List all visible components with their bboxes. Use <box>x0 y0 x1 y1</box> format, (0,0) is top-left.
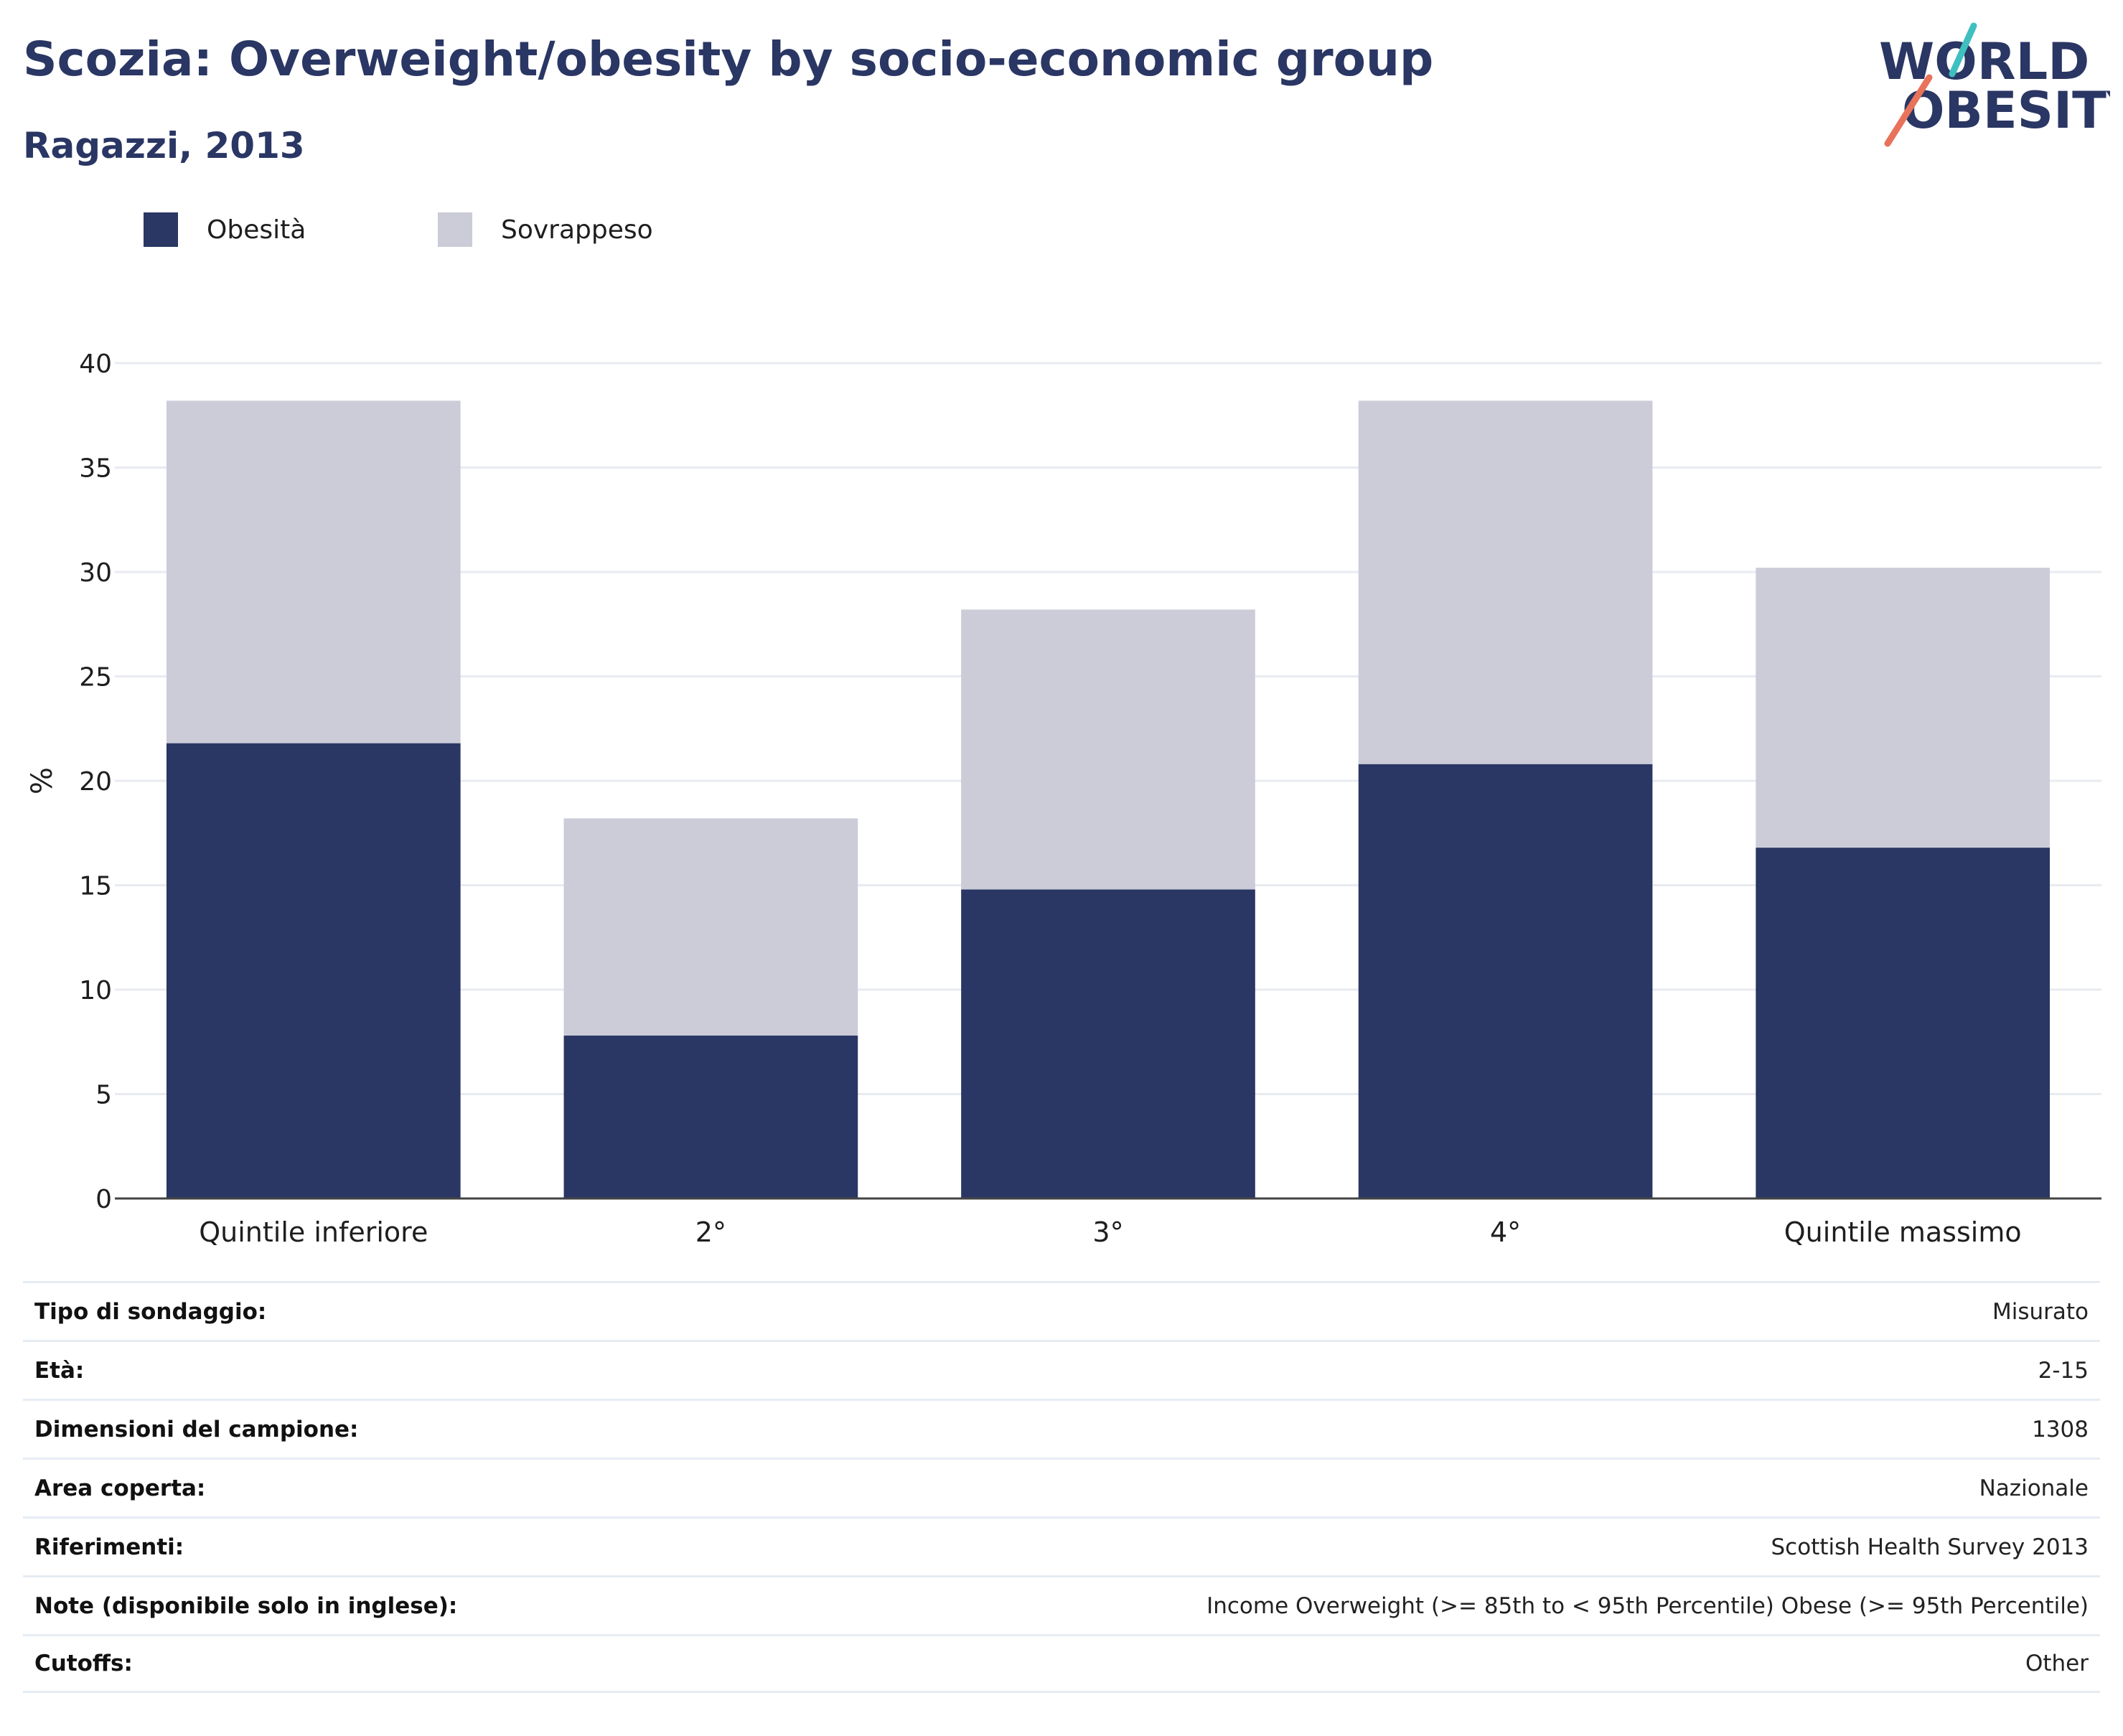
bar-overweight-3 <box>1358 400 1653 764</box>
x-tick-label-4: Quintile massimo <box>1784 1216 2022 1248</box>
details-row: Area coperta: Nazionale <box>23 1458 2100 1516</box>
legend-item-obesity[interactable]: Obesità <box>144 212 306 247</box>
y-tick-label-5: 5 <box>95 1081 112 1110</box>
details-row-value: Nazionale <box>1979 1475 2089 1501</box>
details-row-value: 2-15 <box>2038 1357 2089 1384</box>
y-tick-label-30: 30 <box>79 558 112 588</box>
bar-obesity-0 <box>166 743 461 1198</box>
details-row-label: Area coperta: <box>34 1475 206 1501</box>
x-tick-label-0: Quintile inferiore <box>199 1216 428 1248</box>
logo-slash-coral <box>1884 74 1933 147</box>
details-row-label: Tipo di sondaggio: <box>34 1298 267 1325</box>
legend-swatch-overweight <box>438 212 472 247</box>
bar-overweight-0 <box>166 400 461 743</box>
details-row: Età: 2-15 <box>23 1340 2100 1399</box>
bar-obesity-1 <box>563 1036 858 1198</box>
legend-item-overweight[interactable]: Sovrappeso <box>438 212 653 247</box>
details-row-label: Cutoffs: <box>34 1651 133 1676</box>
details-row: Cutoffs: Other <box>23 1634 2100 1693</box>
details-row: Note (disponibile solo in inglese): Incom… <box>23 1575 2100 1634</box>
logo-slash-teal <box>1949 22 1977 78</box>
x-tick-label-2: 3° <box>1092 1216 1123 1248</box>
legend-label-obesity: Obesità <box>207 215 306 245</box>
y-tick-label-20: 20 <box>79 767 112 797</box>
legend-swatch-obesity <box>144 212 178 247</box>
bar-overweight-4 <box>1756 568 2051 848</box>
logo-word-obesity: OBESITY <box>1902 81 2110 140</box>
details-row-value: Income Overweight (>= 85th to < 95th Per… <box>1206 1592 2089 1619</box>
bar-obesity-3 <box>1358 764 1653 1198</box>
bar-overweight-1 <box>563 818 858 1036</box>
bar-obesity-2 <box>961 889 1255 1198</box>
y-tick-label-10: 10 <box>79 976 112 1005</box>
details-row-label: Età: <box>34 1357 85 1384</box>
details-row-label: Note (disponibile solo in inglese): <box>34 1592 458 1619</box>
details-row: Tipo di sondaggio: Misurato <box>23 1281 2100 1340</box>
x-tick-label-1: 2° <box>695 1216 726 1248</box>
details-row-value: Misurato <box>1992 1298 2089 1325</box>
y-tick-label-35: 35 <box>79 454 112 484</box>
details-row: Dimensioni del campione: 1308 <box>23 1399 2100 1458</box>
survey-details-table: Tipo di sondaggio: Misurato Età: 2-15 Dimens… <box>23 1281 2100 1693</box>
legend-label-overweight: Sovrappeso <box>501 215 653 245</box>
details-row-value: Other <box>2025 1651 2089 1676</box>
logo-word-world: WORLD <box>1879 32 2089 91</box>
chart-subtitle: Ragazzi, 2013 <box>23 125 305 166</box>
details-row-value: 1308 <box>2032 1416 2089 1442</box>
details-row-label: Dimensioni del campione: <box>34 1416 359 1442</box>
world-obesity-logo: WORLD OBESITY <box>1879 22 2110 147</box>
bar-overweight-2 <box>961 609 1255 890</box>
details-row-label: Riferimenti: <box>34 1534 184 1560</box>
x-tick-label-3: 4° <box>1490 1216 1521 1248</box>
bar-obesity-4 <box>1756 848 2051 1198</box>
chart-title: Scozia: Overweight/obesity by socio-econ… <box>23 32 1434 87</box>
y-tick-label-25: 25 <box>79 663 112 693</box>
y-tick-label-0: 0 <box>95 1185 112 1214</box>
details-row: Riferimenti: Scottish Health Survey 2013 <box>23 1516 2100 1575</box>
stacked-bar-chart: 0 5 10 15 20 25 30 35 40% Quintile inferiore 2° 3° 4… <box>26 349 2101 1248</box>
details-row-value: Scottish Health Survey 2013 <box>1771 1534 2089 1560</box>
y-tick-label-40: 40 <box>79 349 112 379</box>
y-axis-label: % <box>26 767 59 794</box>
y-tick-label-15: 15 <box>79 872 112 901</box>
